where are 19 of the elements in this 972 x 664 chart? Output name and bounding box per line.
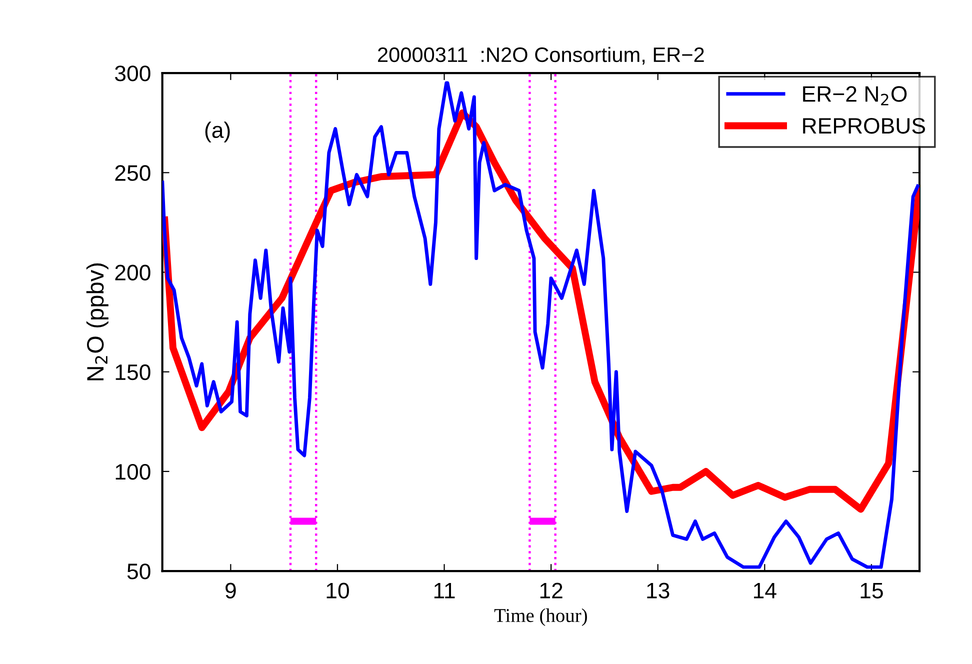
x-tick-label: 13 [647,582,670,598]
legend-label: REPROBUS [803,118,925,134]
x-tick-label: 10 [326,582,349,598]
x-tick-label: 14 [754,582,776,598]
annotation: (a) [205,122,230,142]
x-axis-title: Time (hour) [494,608,587,626]
legend-label: ER−2 N$_{2}$O [803,86,907,106]
x-tick-label: 11 [434,582,455,598]
y-tick-label: 200 [115,264,150,281]
y-tick-label: 150 [116,364,150,380]
x-tick-label: 15 [860,582,883,598]
y-axis-title: N$_{2}$O (ppbv) [86,263,108,380]
y-tick-label: 300 [114,66,150,82]
chart-title: 20000311 :N2O Consortium, ER−2 [378,46,704,65]
y-tick-label: 50 [127,564,150,580]
y-tick-label: 250 [115,165,150,181]
y-tick-label: 100 [116,464,150,480]
x-tick-label: 9 [226,582,236,598]
x-tick-label: 12 [540,582,562,598]
